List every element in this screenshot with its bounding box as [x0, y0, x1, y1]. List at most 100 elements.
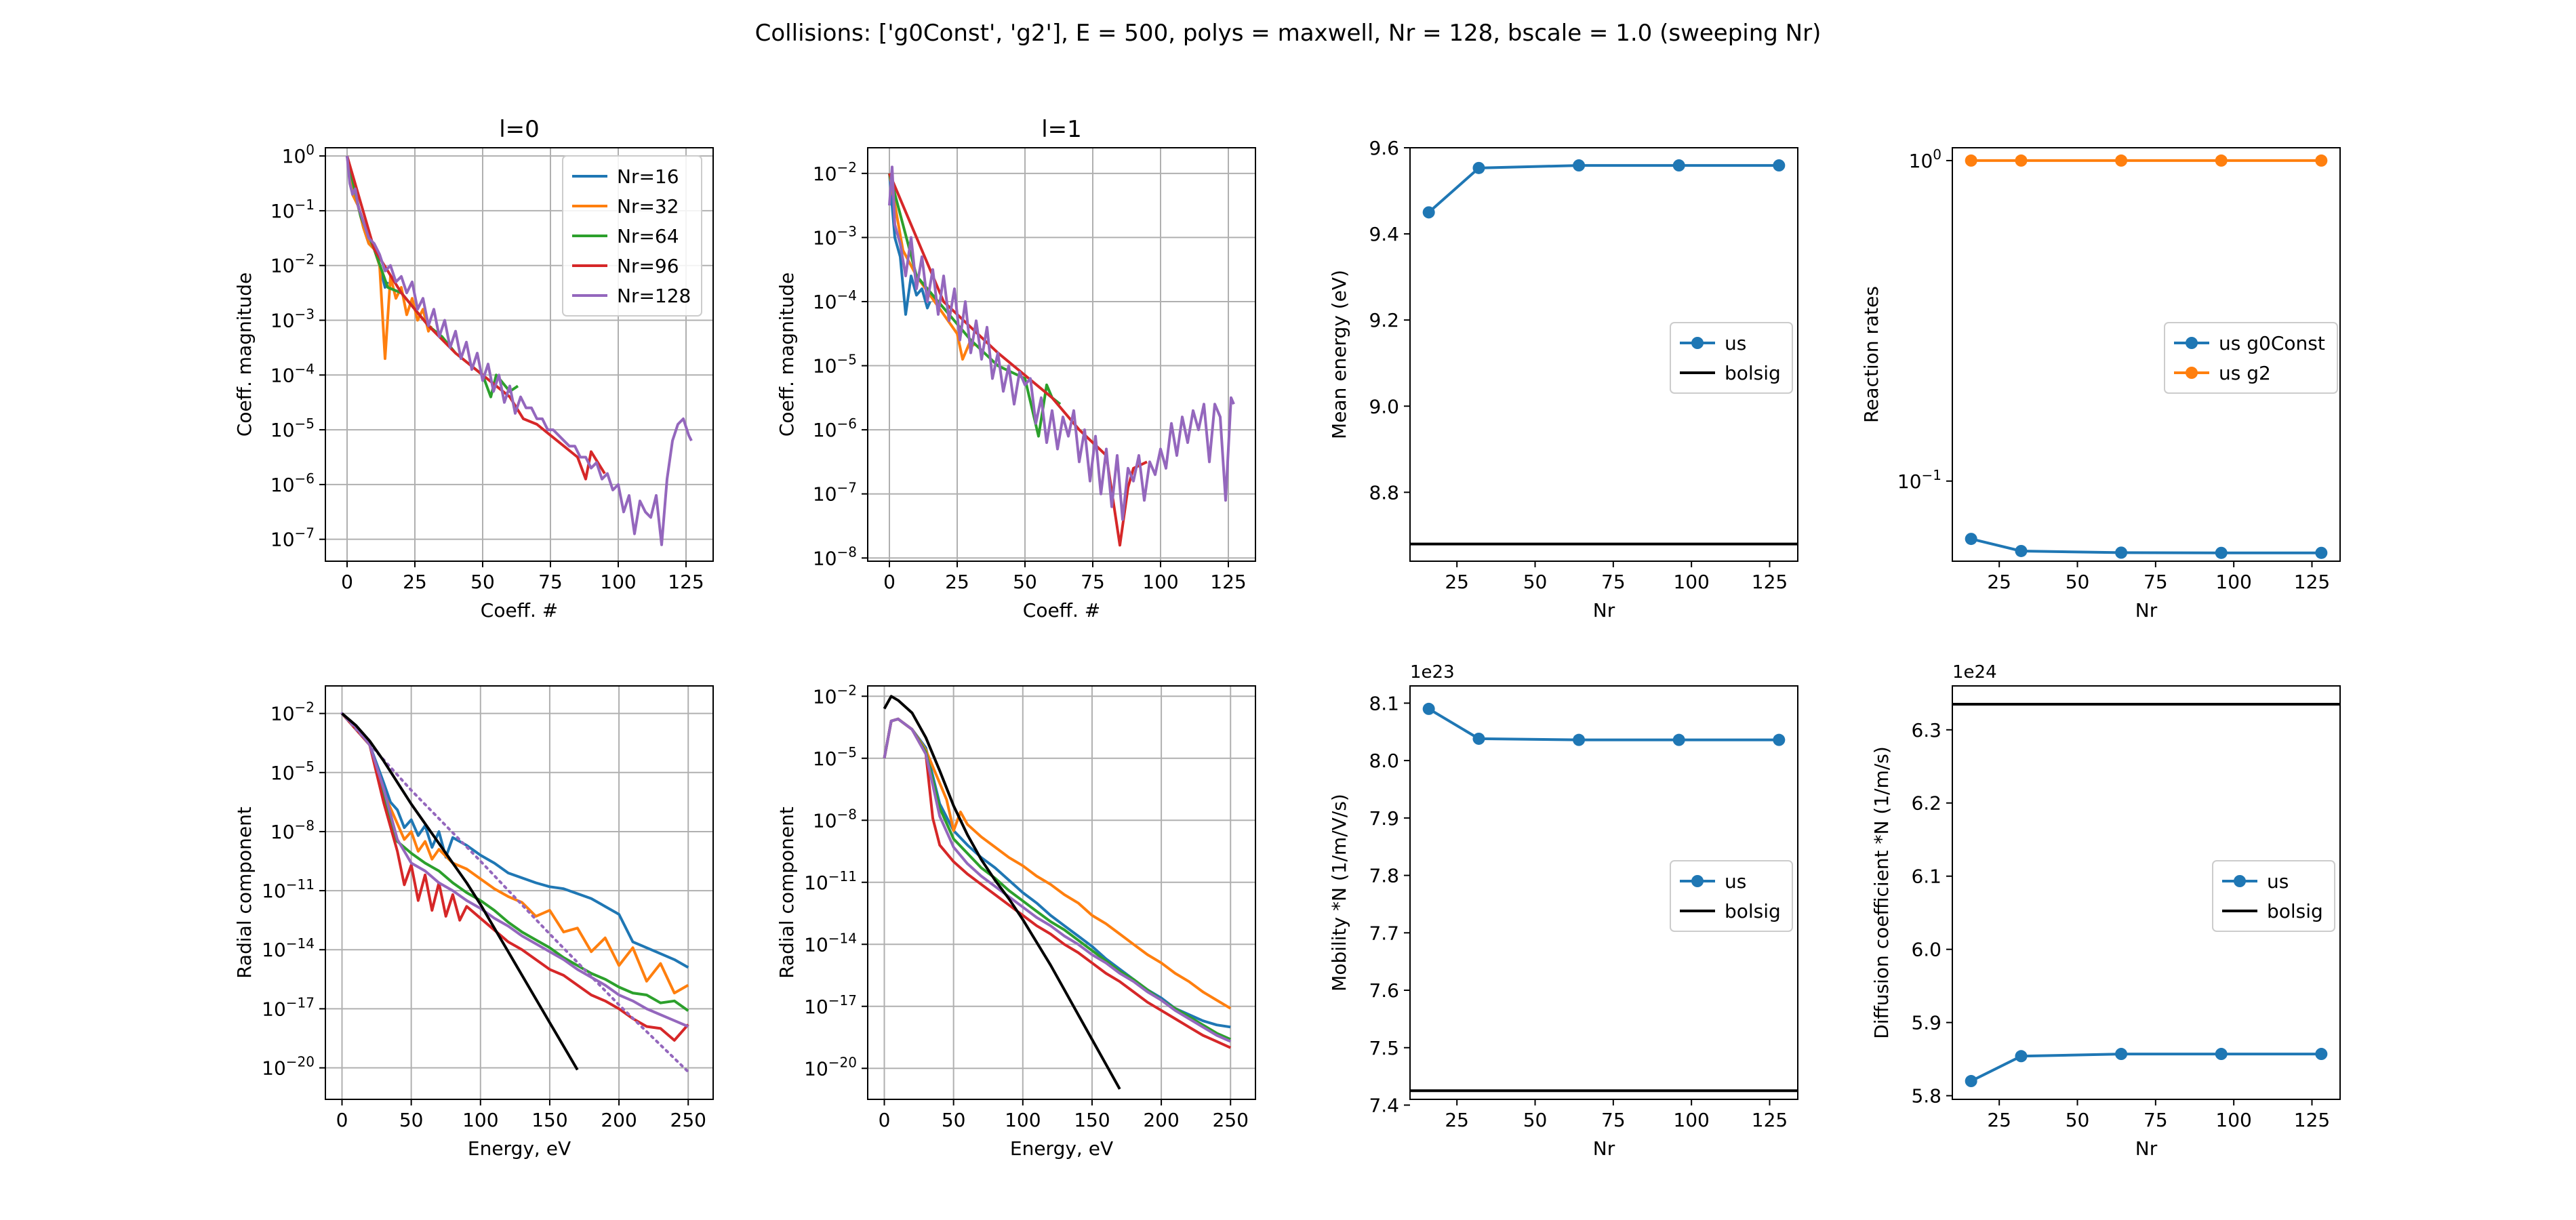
ytick-label-6: 8.0	[1369, 750, 1399, 772]
series-reaction-rates-us-g0const-point-1	[2015, 544, 2028, 557]
plot-area-mean-energy	[1410, 159, 1798, 546]
series-diffusion-us-point-2	[2115, 1048, 2128, 1061]
ytick-label-0: 100	[282, 142, 315, 167]
ytick-label--4: 10−4	[270, 361, 315, 386]
panel-diffusion: 25 50 75 100 125 5.8 5.9 6.0 6.1 6.2 6.3 1e24 Nr Diff…	[1870, 662, 2341, 1160]
ytick-label--7: 10−7	[270, 525, 315, 551]
xtick-label-50: 50	[1013, 571, 1037, 593]
ytick-label--4: 10−4	[813, 287, 857, 313]
legend-item-mobility-bolsig-label: bolsig	[1725, 900, 1781, 922]
xtick-label-25: 25	[1987, 1109, 2011, 1131]
xtick-label-125: 125	[668, 571, 704, 593]
xtick-label-50: 50	[2066, 571, 2090, 593]
ytick-label-5: 7.9	[1369, 807, 1399, 830]
ytick-label--2: 10−2	[270, 251, 315, 277]
legend-reaction-rates: us g0Const us g2	[2164, 322, 2338, 394]
series-mean-energy-us-point-2	[1573, 159, 1586, 172]
series-mobility-us-point-2	[1573, 733, 1586, 746]
axes-frame-radial-l1	[867, 685, 1256, 1100]
series-mobility-us-point-3	[1672, 733, 1685, 746]
axes-frame-diffusion	[1952, 685, 2341, 1100]
series-radial-l1-bolsig	[883, 695, 1121, 1090]
xtick-label-25: 25	[1445, 1109, 1469, 1131]
ytick-label-1: 5.9	[1911, 1012, 1941, 1034]
xtick-label-75: 75	[2144, 1109, 2168, 1131]
ytick-label-1: 7.5	[1369, 1037, 1399, 1059]
axes-frame-radial-l0	[325, 685, 714, 1100]
xtick-label-50: 50	[942, 1109, 966, 1131]
ytick-label-1: 9.0	[1369, 395, 1399, 418]
xtick-label-0: 0	[336, 1109, 348, 1131]
ylabel-radial-l1: Radial component	[776, 807, 798, 979]
ytick-label--14: 10−14	[804, 930, 857, 956]
ytick-label--8: 10−8	[270, 817, 315, 843]
axes-frame-mean-energy	[1409, 147, 1798, 562]
legend-mean-energy: us bolsig	[1670, 322, 1793, 394]
ytick-label-2: 9.2	[1369, 309, 1399, 331]
series-radial-l0-nr-64	[340, 712, 689, 1012]
panel-mean-energy: 25 50 75 100 125 8.8 9.0 9.2 9.4 9.6 Nr Mean energy…	[1328, 137, 1798, 622]
ytick-label-4: 6.2	[1911, 792, 1941, 815]
plot-area-radial-l1	[883, 695, 1232, 1090]
ytick-label--14: 10−14	[262, 935, 315, 961]
xlabel-mean-energy: Nr	[1593, 599, 1615, 622]
ytick-label--20: 10−20	[262, 1054, 315, 1080]
ylabel-reaction-rates: Reaction rates	[1860, 286, 1883, 423]
series-reaction-rates-us-g2-point-2	[2115, 154, 2128, 167]
legend-item-reaction-rates-us-g2-marker	[2186, 367, 2198, 379]
legend-diffusion: us bolsig	[2212, 860, 2335, 932]
legend-item-diffusion-us-label: us	[2267, 870, 2289, 893]
series-radial-l1-nr-32	[883, 717, 1232, 1010]
xtick-label-100: 100	[600, 571, 636, 593]
legend-box-coeff-l0	[562, 155, 702, 317]
series-coeff-l1-nr-16	[888, 173, 931, 316]
xlabel-coeff-l0: Coeff. #	[481, 599, 558, 622]
ylabel-coeff-l0: Coeff. magnitude	[233, 272, 256, 436]
xlabel-coeff-l1: Coeff. #	[1023, 599, 1100, 622]
series-radial-l0-bolsig	[341, 712, 579, 1071]
ytick-label-7: 8.1	[1369, 692, 1399, 714]
xtick-label-0: 0	[879, 1109, 891, 1131]
ytick-label--20: 10−20	[804, 1054, 857, 1080]
xtick-label-100: 100	[1673, 571, 1709, 593]
xtick-label-200: 200	[1143, 1109, 1179, 1131]
ytick-label--5: 10−5	[813, 352, 857, 378]
axes-title-coeff-l0: l=0	[499, 116, 540, 143]
xtick-label-0: 0	[341, 571, 353, 593]
xtick-label-100: 100	[1673, 1109, 1709, 1131]
ytick-label-0: 8.8	[1369, 481, 1399, 504]
legend-item-diffusion-bolsig-label: bolsig	[2267, 900, 2323, 922]
ytick-label--5: 10−5	[270, 758, 315, 784]
ylabel-mobility: Mobility *N (1/m/V/s)	[1328, 794, 1350, 992]
ytick-label-3: 7.7	[1369, 922, 1399, 944]
xtick-label-250: 250	[1213, 1109, 1249, 1131]
legend-item-reaction-rates-us-g0const-label: us g0Const	[2219, 332, 2325, 354]
series-coeff-l0-nr-96	[346, 155, 606, 481]
panel-coeff-l0: 0 25 50 75 100 125 100 10−1 10−2 10−3 10−4 10−5 10−6…	[233, 116, 714, 622]
series-coeff-l0-nr-128	[346, 155, 693, 546]
panels: 0 25 50 75 100 125 100 10−1 10−2 10−3 10−4 10−5 10−6…	[233, 116, 2341, 1160]
xtick-label-50: 50	[399, 1109, 424, 1131]
ytick-label--8: 10−8	[813, 806, 857, 832]
ytick-label--6: 10−6	[813, 415, 857, 441]
ytick-label--1: 10−1	[270, 197, 315, 222]
xtick-label-100: 100	[1005, 1109, 1041, 1131]
axes-frame-reaction-rates	[1952, 147, 2341, 562]
xtick-label-75: 75	[1601, 571, 1626, 593]
ytick-label--11: 10−11	[804, 868, 857, 894]
ytick-label--2: 10−2	[813, 682, 857, 708]
xtick-label-125: 125	[2294, 571, 2330, 593]
ytick-label--5: 10−5	[813, 744, 857, 770]
legend-item-reaction-rates-us-g2-label: us g2	[2219, 362, 2271, 384]
ytick-label--5: 10−5	[270, 415, 315, 441]
series-coeff-l0-nr-64	[346, 155, 519, 399]
axes-title-coeff-l1: l=1	[1041, 116, 1082, 143]
ytick-label-3: 9.4	[1369, 223, 1399, 245]
xtick-label-50: 50	[1523, 1109, 1548, 1131]
series-mean-energy-us-point-4	[1773, 159, 1786, 172]
xtick-label-125: 125	[1210, 571, 1246, 593]
xtick-label-100: 100	[2215, 1109, 2251, 1131]
legend-item-diffusion-us-marker	[2234, 875, 2246, 887]
ytick-label-3: 6.1	[1911, 866, 1941, 888]
xtick-label-25: 25	[1987, 571, 2011, 593]
